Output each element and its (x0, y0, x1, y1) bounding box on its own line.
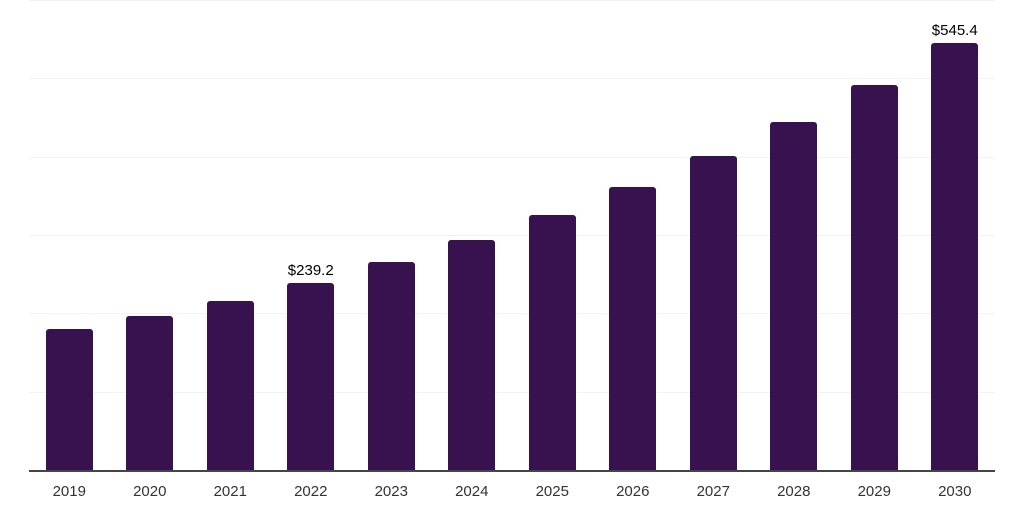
gridline-500 (29, 78, 995, 80)
bar-slot-2025 (512, 0, 593, 470)
bar-2025 (528, 214, 576, 470)
bar-slot-2027 (673, 0, 754, 470)
x-axis-labels: 2019 2020 2021 2022 2023 2024 2025 2026 2027 2028… (29, 484, 995, 500)
gridline-200 (29, 313, 995, 315)
bar-2019 (45, 328, 93, 470)
bar-2021 (206, 300, 254, 470)
bar-slot-2020 (110, 0, 191, 470)
bar-value-label-2030: $545.4 (931, 21, 978, 39)
gridline-600 (29, 0, 995, 1)
bar-2022: $239.2 (287, 263, 335, 470)
x-tick-label-2019: 2019 (52, 483, 86, 500)
bar-slot-2029 (834, 0, 915, 470)
gridline-400 (29, 156, 995, 158)
x-tick-label-2022: 2022 (294, 483, 328, 500)
x-tick-label-2027: 2027 (696, 483, 730, 500)
bar-2029 (850, 84, 898, 470)
x-tick-label-2028: 2028 (777, 483, 811, 500)
x-tick-label-2024: 2024 (455, 483, 489, 500)
x-tick-label-2029: 2029 (857, 483, 891, 500)
bar-2024 (448, 239, 496, 470)
bar-slot-2019 (29, 0, 110, 470)
bars-row: $239.2 $545.4 (29, 0, 995, 470)
bar-slot-2023 (351, 0, 432, 470)
x-axis-line (29, 470, 995, 472)
bar-2026 (609, 186, 657, 470)
x-tick-label-2023: 2023 (374, 483, 408, 500)
plot-area: $239.2 $545.4 (29, 0, 995, 470)
bar-2028 (770, 122, 818, 470)
x-tick-label-2026: 2026 (616, 483, 650, 500)
bar-slot-2024 (432, 0, 513, 470)
bar-2020 (126, 315, 174, 470)
bar-slot-2022: $239.2 (271, 0, 352, 470)
x-tick-label-2021: 2021 (213, 483, 247, 500)
bar-slot-2028 (754, 0, 835, 470)
gridlines (29, 0, 995, 470)
bar-2027 (689, 156, 737, 470)
bar-slot-2030: $545.4 (915, 0, 996, 470)
bar-2030: $545.4 (931, 23, 979, 470)
bar-slot-2021 (190, 0, 271, 470)
x-tick-label-2020: 2020 (133, 483, 167, 500)
bar-value-label-2022: $239.2 (287, 261, 334, 279)
x-tick-label-2030: 2030 (938, 483, 972, 500)
gridline-300 (29, 235, 995, 236)
x-tick-label-2025: 2025 (535, 483, 569, 500)
gridline-100 (29, 391, 995, 393)
bar-slot-2026 (593, 0, 674, 470)
bar-2023 (367, 262, 415, 470)
